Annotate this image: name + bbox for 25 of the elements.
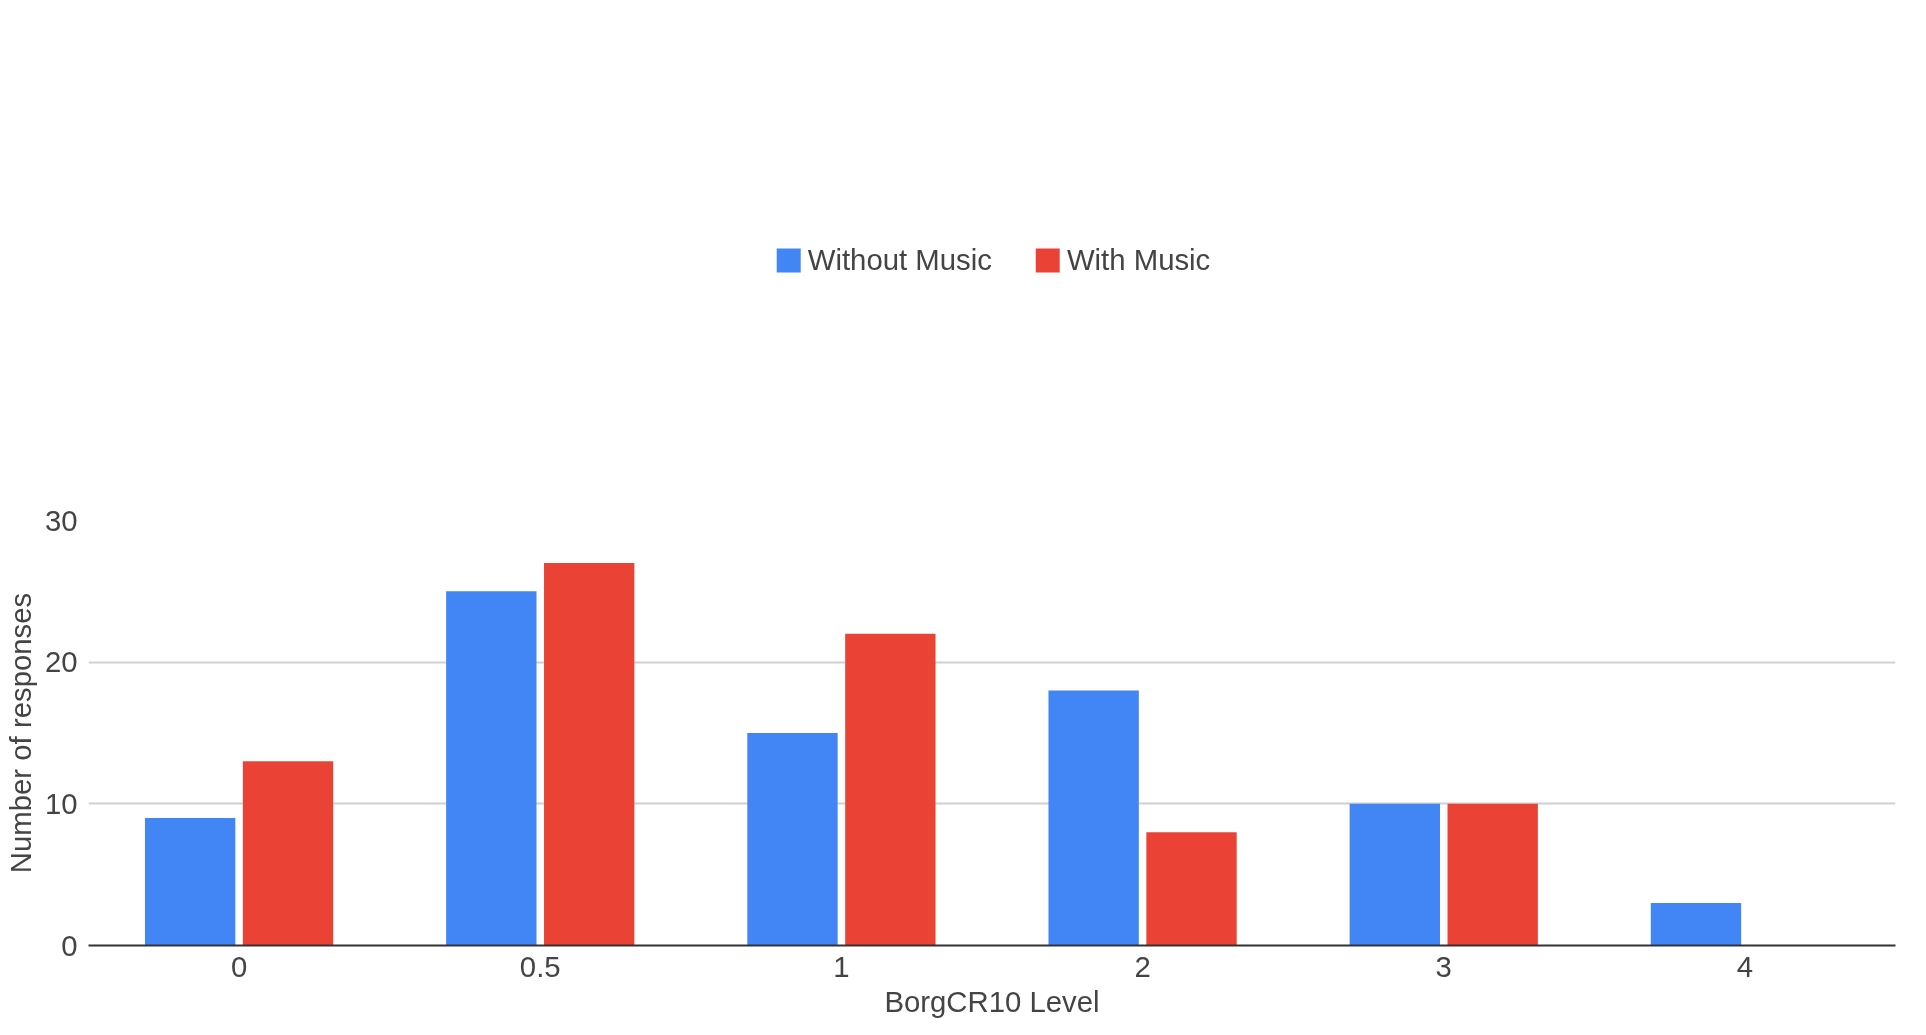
bar bbox=[1146, 832, 1237, 946]
legend-label: With Music bbox=[1066, 243, 1211, 277]
x-axis-title: BorgCR10 Level bbox=[884, 984, 1100, 1018]
bar bbox=[144, 818, 236, 946]
bar bbox=[544, 563, 635, 946]
bar bbox=[1650, 903, 1742, 946]
x-tick-label: 0 bbox=[230, 949, 248, 983]
y-tick-label: 0 bbox=[61, 928, 78, 962]
y-tick-label: 20 bbox=[44, 645, 78, 679]
bar bbox=[242, 761, 334, 946]
x-tick-label: 3 bbox=[1435, 949, 1452, 983]
y-tick-label: 10 bbox=[44, 786, 78, 820]
bar bbox=[1048, 690, 1139, 946]
x-tick-label: 2 bbox=[1134, 949, 1151, 983]
legend-label: Without Music bbox=[807, 243, 992, 277]
bar bbox=[845, 633, 936, 946]
bar bbox=[1349, 803, 1440, 946]
y-axis-title: Number of responses bbox=[3, 592, 37, 874]
x-tick-label: 1 bbox=[833, 949, 850, 983]
bar bbox=[1447, 803, 1538, 946]
x-tick-label: 4 bbox=[1736, 949, 1754, 983]
x-tick-label: 0.5 bbox=[519, 949, 561, 983]
bar bbox=[446, 591, 537, 946]
y-tick-label: 30 bbox=[44, 503, 78, 537]
bar bbox=[747, 733, 838, 946]
